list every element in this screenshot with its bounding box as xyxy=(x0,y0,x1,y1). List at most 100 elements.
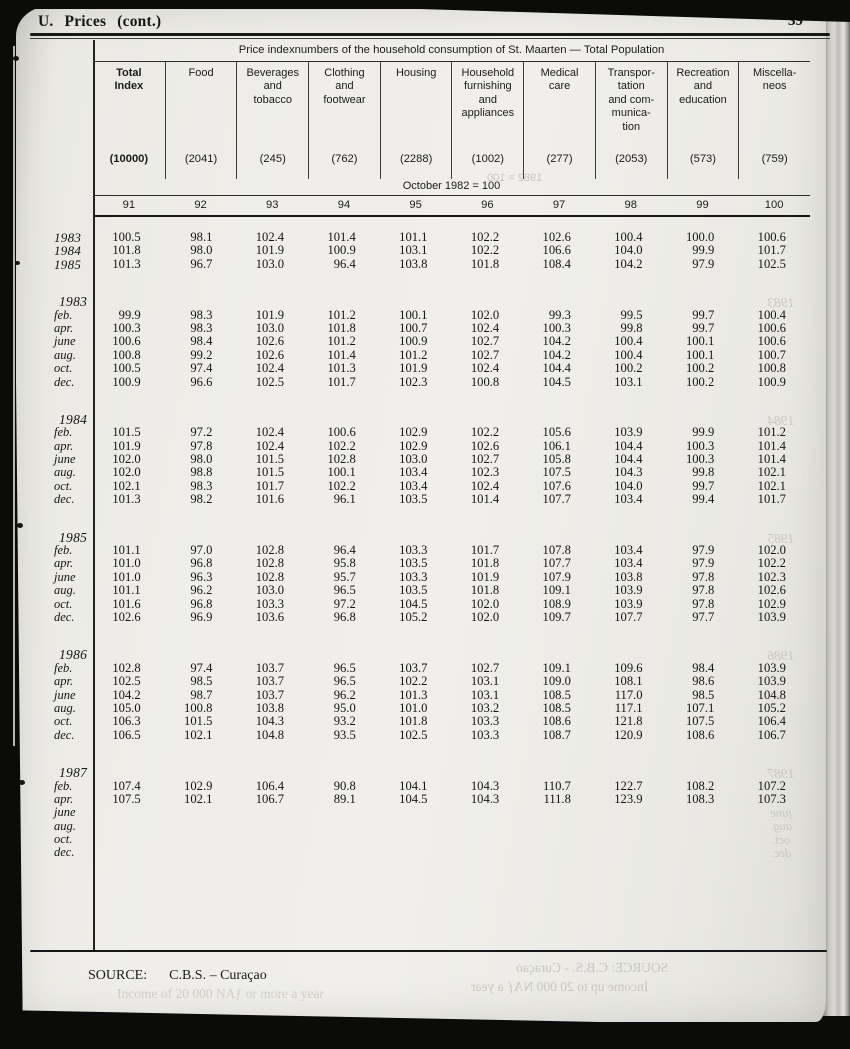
table-cell: 108.1 xyxy=(614,674,643,689)
table-bottom-rule xyxy=(30,950,827,953)
table-cell: 101.7 xyxy=(470,543,500,558)
table-cell: 102.9 xyxy=(399,438,428,453)
table-cell: 103.2 xyxy=(470,700,500,715)
table-cell: 100.0 xyxy=(685,230,715,244)
table-cell: 96.1 xyxy=(333,492,356,507)
price-table-header: Price indexnumbers of the household cons… xyxy=(93,40,810,217)
table-cell: 102.9 xyxy=(184,778,213,793)
table-cell xyxy=(308,846,380,859)
table-row: apr. 101.0 96.8 102.8 95.8 103.5 101.8 107.7 103… xyxy=(32,556,810,571)
row-label: apr. xyxy=(54,320,74,335)
table-cell: 100.6 xyxy=(112,334,141,349)
table-cell: 101.8 xyxy=(470,556,500,571)
table-cell: 104.0 xyxy=(614,478,643,493)
table-cell: 100.8 xyxy=(757,361,786,376)
page-stack-edge xyxy=(823,12,850,1016)
table-cell: 107.4 xyxy=(112,778,141,793)
table-cell: 102.0 xyxy=(112,465,141,480)
table-row: oct. 102.1 98.3 101.7 102.2 103.4 102.4 107.6 10… xyxy=(32,478,810,493)
table-cell: 117.1 xyxy=(614,700,643,715)
table-cell xyxy=(308,806,380,819)
table-cell: 106.4 xyxy=(757,714,786,729)
table-cell: 109.6 xyxy=(614,660,643,675)
table-cell: 96.5 xyxy=(333,674,356,689)
table-cell xyxy=(165,846,237,859)
table-cell: 107.5 xyxy=(542,465,571,480)
row-label: aug. xyxy=(54,700,76,715)
table-cell: 103.4 xyxy=(614,543,643,558)
table-cell: 102.7 xyxy=(470,334,500,349)
table-row: apr. 101.9 97.8 102.4 102.2 102.9 102.6 106.1 10… xyxy=(32,438,810,453)
column-number: 95 xyxy=(409,199,422,211)
row-label: june xyxy=(54,805,76,820)
table-cell: 101.7 xyxy=(327,374,356,389)
table-cell: 100.4 xyxy=(614,334,643,349)
table-cell: 101.2 xyxy=(327,307,356,322)
table-cell: 102.2 xyxy=(399,674,428,689)
table-cell: 102.2 xyxy=(757,556,786,571)
table-cell: 103.4 xyxy=(614,492,643,507)
row-label: oct. xyxy=(54,596,73,611)
table-cell: 100.3 xyxy=(685,438,715,453)
table-cell: 108.2 xyxy=(685,778,715,793)
table-cell xyxy=(93,820,165,833)
table-cell: 99.7 xyxy=(692,478,715,493)
table-cell: 103.1 xyxy=(614,374,643,389)
page-edge-sliver xyxy=(13,46,15,746)
table-cell: 102.6 xyxy=(470,438,500,453)
table-cell: 107.6 xyxy=(542,478,571,493)
header-rule-thin xyxy=(30,38,830,39)
table-cell: 102.0 xyxy=(470,307,500,322)
column-weight: (1002) xyxy=(451,149,523,179)
table-cell xyxy=(523,820,595,833)
table-cell: 104.2 xyxy=(542,334,571,349)
table-cell: 97.7 xyxy=(692,609,715,624)
column-weight: (10000) xyxy=(109,153,149,165)
table-cell: 98.1 xyxy=(190,230,213,244)
column-header: Beverages and tobacco xyxy=(236,62,308,149)
table-cell: 102.2 xyxy=(470,230,500,244)
table-cell: 101.0 xyxy=(112,556,141,571)
table-cell: 99.2 xyxy=(190,347,213,362)
table-cell: 105.8 xyxy=(542,452,571,467)
page-container: U. Prices (cont.) 39 Price indexnumbers … xyxy=(16,6,830,1022)
table-cell: 96.8 xyxy=(190,596,213,611)
table-cell: 107.2 xyxy=(757,778,786,793)
row-label: dec. xyxy=(54,609,75,624)
table-cell: 102.4 xyxy=(255,361,285,376)
table-cell: 89.1 xyxy=(333,791,356,806)
table-cell: 99.4 xyxy=(692,492,715,507)
ghost-year: 1984 xyxy=(767,413,795,428)
table-cell: 102.2 xyxy=(470,425,500,440)
row-label: feb. xyxy=(54,660,73,675)
table-cell: 101.2 xyxy=(399,347,428,362)
table-row: apr. 107.5 102.1 106.7 89.1 104.5 104.3 111.8 12… xyxy=(32,791,810,806)
row-label: feb. xyxy=(54,778,73,793)
table-cell: 99.8 xyxy=(620,320,643,335)
year-heading: 1983 xyxy=(59,294,88,310)
table-cell: 102.1 xyxy=(112,478,141,493)
year-heading: 1985 xyxy=(59,529,88,545)
row-label: apr. xyxy=(54,791,74,806)
table-cell: 101.9 xyxy=(399,361,428,376)
row-label: 1984 xyxy=(54,243,82,259)
table-cell: 105.0 xyxy=(112,700,141,715)
table-row: aug. 101.1 96.2 103.0 96.5 103.5 101.8 109.1 103… xyxy=(32,583,810,598)
table-cell: 98.6 xyxy=(692,674,715,689)
table-cell xyxy=(236,846,308,859)
table-cell: 100.9 xyxy=(399,334,428,349)
row-label: june xyxy=(54,334,76,349)
table-cell: 100.5 xyxy=(112,230,141,244)
scan-border-bottom xyxy=(0,1027,850,1049)
table-cell: 104.3 xyxy=(470,791,500,806)
table-cell: 101.8 xyxy=(470,583,500,598)
table-cell: 102.4 xyxy=(470,320,500,335)
row-label: oct. xyxy=(54,832,73,847)
table-cell: 103.1 xyxy=(470,674,500,689)
table-cell: 103.9 xyxy=(757,674,786,689)
table-cell: 109.1 xyxy=(542,583,571,598)
table-cell: 108.7 xyxy=(542,727,571,742)
table-cell: 100.9 xyxy=(112,374,141,389)
table-cell: 103.3 xyxy=(399,543,428,558)
